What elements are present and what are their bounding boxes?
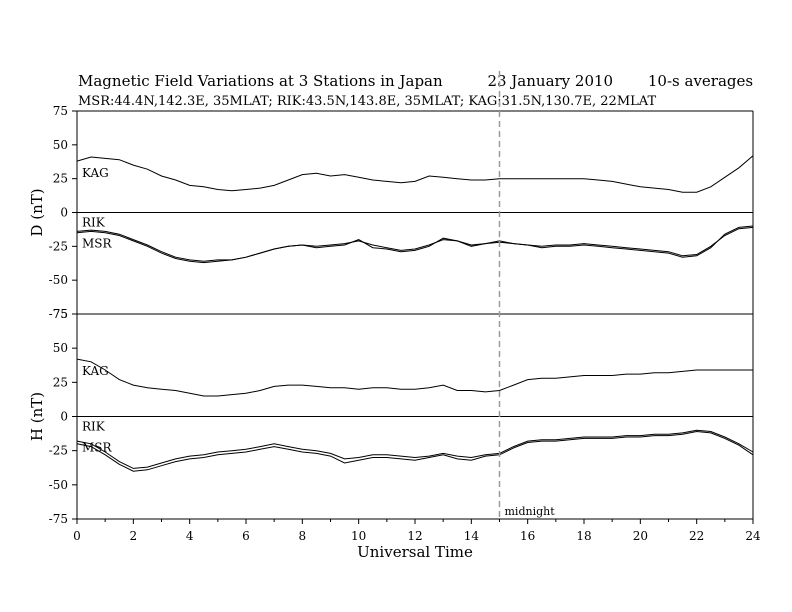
x-tick-label: 8 <box>299 529 307 543</box>
h-panel-series-msr <box>76 430 754 472</box>
d-panel-y-tick-label: 25 <box>53 172 68 186</box>
x-tick-label: 16 <box>520 529 535 543</box>
x-tick-label: 14 <box>464 529 480 543</box>
h-panel-y-tick-label: -75 <box>49 512 68 526</box>
x-tick-label: 6 <box>242 529 250 543</box>
x-tick-label: 24 <box>745 529 761 543</box>
x-tick-label: 10 <box>351 529 366 543</box>
x-tick-label: 22 <box>689 529 704 543</box>
h-panel-y-tick-label: 25 <box>53 375 68 389</box>
d-panel-y-tick-label: 75 <box>53 104 68 118</box>
d-panel-series-label-kag: KAG <box>82 166 109 180</box>
x-tick-label: 20 <box>633 529 648 543</box>
d-panel-series-label-msr: MSR <box>82 237 113 251</box>
midnight-marker-label: midnight <box>505 505 556 518</box>
x-axis-label: Universal Time <box>357 543 473 561</box>
d-panel-series-msr <box>76 225 754 264</box>
h-panel-y-tick-label: 50 <box>53 341 68 355</box>
x-tick-label: 12 <box>407 529 422 543</box>
h-panel-series-rik <box>76 429 754 469</box>
h-panel-y-tick-label: -50 <box>49 478 68 492</box>
d-panel-series-kag <box>76 155 754 193</box>
h-panel-series-kag <box>76 358 753 397</box>
h-panel-series-label-msr: MSR <box>82 441 113 455</box>
d-panel-y-tick-label: -25 <box>49 239 68 253</box>
d-panel-y-axis-label: D (nT) <box>28 188 46 236</box>
d-panel-y-tick-label: 50 <box>53 138 68 152</box>
d-panel-y-tick-label: -50 <box>49 273 68 287</box>
h-panel-series-label-rik: RIK <box>82 420 106 434</box>
chart-averaging: 10-s averages <box>647 72 754 90</box>
chart-title: Magnetic Field Variations at 3 Stations … <box>78 72 443 90</box>
h-panel-y-tick-label: -25 <box>49 444 68 458</box>
h-panel-series-label-kag: KAG <box>82 364 109 378</box>
x-tick-label: 2 <box>130 529 138 543</box>
chart-subtitle: MSR:44.4N,142.3E, 35MLAT; RIK:43.5N,143.… <box>78 94 657 109</box>
chart-date: 23 January 2010 <box>487 72 614 90</box>
chart-title-row: Magnetic Field Variations at 3 Stations … <box>78 72 753 90</box>
x-tick-label: 0 <box>73 529 81 543</box>
d-panel-series-label-rik: RIK <box>82 216 106 230</box>
d-panel-y-tick-label: -75 <box>49 307 68 321</box>
x-tick-label: 4 <box>186 529 194 543</box>
h-panel-y-axis-label: H (nT) <box>28 392 46 441</box>
h-panel-y-tick-label: 0 <box>60 410 68 424</box>
d-panel-series-rik <box>76 226 754 262</box>
d-panel-y-tick-label: 0 <box>60 206 68 220</box>
h-panel-y-tick-label: 75 <box>53 307 68 321</box>
x-tick-label: 18 <box>576 529 591 543</box>
